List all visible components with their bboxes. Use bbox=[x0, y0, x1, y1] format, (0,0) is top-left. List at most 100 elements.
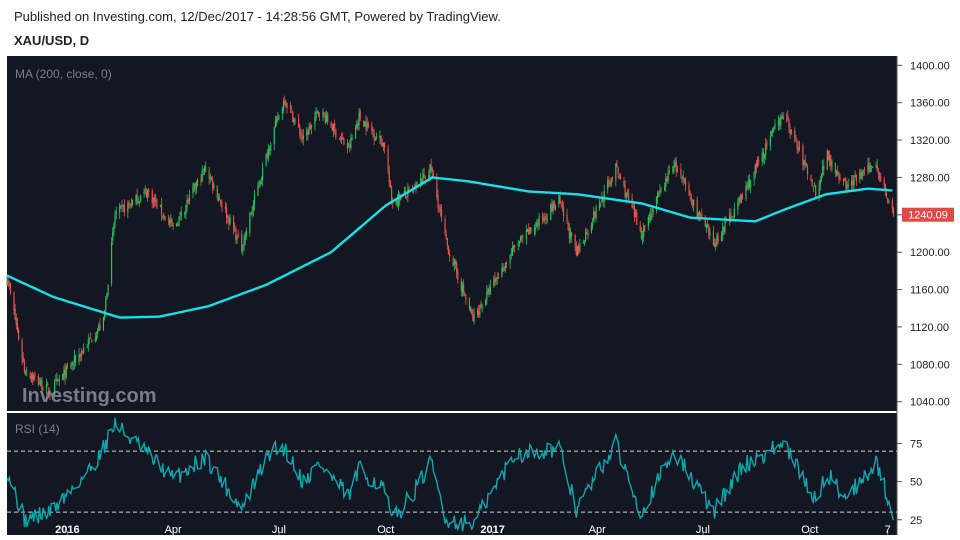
last-price-marker: 1240.09 bbox=[902, 207, 954, 222]
candle-body bbox=[446, 238, 448, 246]
candle bbox=[90, 332, 92, 339]
candle-body bbox=[804, 158, 806, 165]
candle-body bbox=[245, 231, 247, 235]
candle bbox=[316, 109, 318, 114]
candle-body bbox=[859, 171, 861, 180]
candle bbox=[452, 255, 454, 267]
candle-body bbox=[429, 164, 431, 176]
candle bbox=[875, 161, 877, 169]
candle bbox=[341, 132, 343, 145]
candle bbox=[259, 180, 261, 187]
candle bbox=[260, 176, 263, 185]
candle bbox=[788, 117, 790, 133]
candle-body bbox=[878, 173, 881, 178]
candle bbox=[45, 378, 48, 395]
candle-body bbox=[790, 129, 792, 134]
candle-body bbox=[472, 314, 474, 321]
candle-body bbox=[34, 374, 36, 377]
candle bbox=[192, 182, 194, 198]
candle bbox=[88, 337, 91, 344]
candle bbox=[186, 194, 188, 213]
candle-body bbox=[538, 216, 540, 226]
candle bbox=[6, 275, 8, 286]
candle-body bbox=[94, 338, 96, 342]
candle bbox=[723, 226, 725, 235]
candle-body bbox=[228, 217, 230, 225]
candle-body bbox=[338, 138, 340, 140]
candle-body bbox=[683, 178, 685, 181]
candle bbox=[332, 123, 335, 137]
candle-body bbox=[569, 231, 572, 239]
candle-body bbox=[758, 160, 760, 162]
candle-body bbox=[195, 183, 197, 189]
candle bbox=[468, 297, 471, 311]
candle-body bbox=[566, 214, 568, 222]
candle-body bbox=[23, 361, 26, 372]
candle bbox=[618, 173, 620, 180]
candle-body bbox=[322, 111, 324, 118]
candle bbox=[553, 199, 555, 211]
candle-body bbox=[615, 164, 617, 181]
candle-body bbox=[861, 172, 863, 180]
candle-body bbox=[332, 124, 335, 133]
candle-body bbox=[839, 177, 841, 180]
candle-body bbox=[585, 231, 587, 241]
candle-body bbox=[307, 131, 309, 136]
candle bbox=[674, 157, 676, 168]
candle bbox=[164, 215, 166, 221]
candle-body bbox=[501, 267, 503, 278]
candle bbox=[242, 244, 244, 256]
candle-body bbox=[667, 172, 669, 181]
candle bbox=[680, 163, 682, 179]
candle bbox=[643, 222, 645, 243]
candle bbox=[97, 327, 99, 339]
candle bbox=[203, 164, 206, 175]
candle-body bbox=[180, 212, 182, 216]
candle bbox=[129, 203, 131, 209]
candle-body bbox=[210, 177, 213, 180]
candle-body bbox=[64, 368, 66, 379]
candle-body bbox=[299, 126, 301, 135]
candle-body bbox=[834, 163, 837, 173]
candle bbox=[156, 198, 158, 210]
candle bbox=[502, 263, 504, 272]
candle-body bbox=[819, 179, 821, 185]
candle-body bbox=[842, 180, 845, 182]
candle-body bbox=[586, 232, 588, 234]
candle bbox=[188, 189, 191, 205]
candle-body bbox=[167, 220, 170, 221]
candle-body bbox=[286, 102, 288, 108]
candle bbox=[167, 214, 170, 226]
candle bbox=[237, 229, 239, 239]
candle-body bbox=[55, 380, 57, 382]
candle-body bbox=[40, 380, 42, 386]
candle-body bbox=[633, 205, 636, 218]
candle-body bbox=[444, 219, 446, 234]
candle-body bbox=[715, 242, 717, 247]
candle-body bbox=[820, 173, 823, 179]
candle-body bbox=[847, 184, 849, 187]
candle-body bbox=[823, 165, 825, 170]
candle bbox=[640, 227, 642, 241]
candle-body bbox=[436, 177, 438, 198]
candle bbox=[741, 192, 744, 200]
candle bbox=[406, 195, 408, 200]
candle bbox=[786, 112, 788, 123]
candle bbox=[551, 198, 553, 213]
candle-body bbox=[309, 125, 311, 130]
candle-body bbox=[813, 185, 816, 187]
candle-body bbox=[741, 195, 744, 199]
candle-body bbox=[357, 123, 359, 126]
candle bbox=[463, 279, 465, 296]
candle bbox=[54, 378, 56, 396]
candle bbox=[854, 170, 856, 178]
candle-body bbox=[641, 236, 644, 239]
candle bbox=[65, 363, 67, 379]
candle bbox=[138, 200, 141, 207]
candle-body bbox=[153, 196, 156, 202]
candle-body bbox=[657, 193, 659, 198]
candle bbox=[99, 317, 101, 331]
candle-body bbox=[610, 178, 612, 186]
price-tick-label: 1040.00 bbox=[910, 397, 950, 409]
